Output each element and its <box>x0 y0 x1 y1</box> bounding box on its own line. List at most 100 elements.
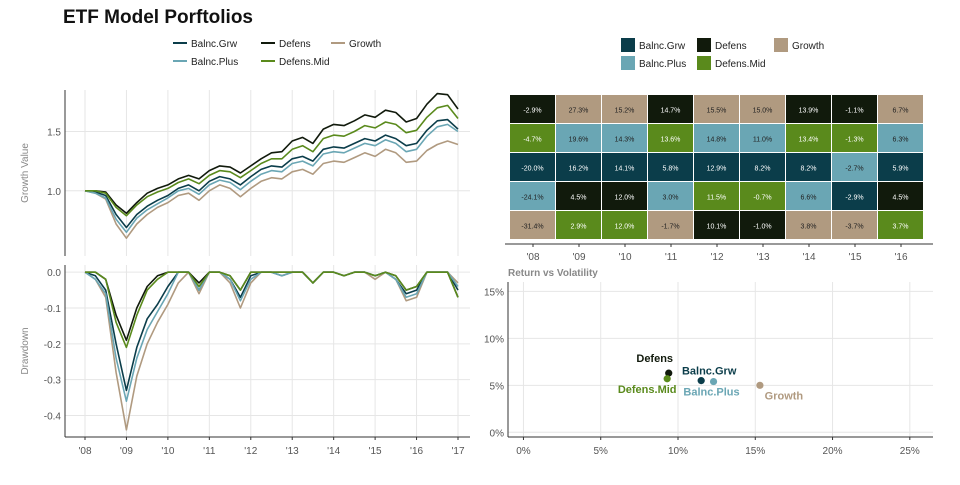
legend-label-growth: Growth <box>349 39 381 50</box>
heatmap-cell-value: 14.8% <box>707 137 727 144</box>
heatmap-cell-balnc-grw <box>648 153 693 181</box>
heatmap-cell-balnc-plus <box>786 182 831 210</box>
series-line-balnc-plus <box>84 123 459 234</box>
heatmap-cell-value: 6.6% <box>801 195 817 202</box>
heatmap-cell-defens-mid <box>648 124 693 152</box>
heatmap-cell-value: 12.0% <box>615 195 635 202</box>
heatmap-cell-balnc-plus <box>832 153 877 181</box>
x-tick-label: 10% <box>668 446 688 457</box>
x-tick-label: '08 <box>78 446 91 457</box>
x-tick-label: 25% <box>900 446 920 457</box>
heatmap-cell-value: -1.0% <box>753 224 771 231</box>
heatmap-cell-defens-mid <box>832 124 877 152</box>
heatmap-cell-defens <box>694 211 739 239</box>
heatmap-cell-value: 27.3% <box>569 108 589 115</box>
heatmap-cell-value: 3.0% <box>663 195 679 202</box>
y-tick-label: 15% <box>484 287 504 298</box>
heatmap-cell-value: 3.7% <box>893 224 909 231</box>
legend-label-defens: Defens <box>715 41 747 52</box>
heatmap-cell-value: 6.3% <box>893 137 909 144</box>
page-title: ETF Model Porftolios <box>63 7 253 28</box>
heatmap-cell-value: -20.0% <box>521 166 543 173</box>
legend-right: Balnc.Grw Defens Growth Balnc.Plus Defens.Mi… <box>621 38 824 70</box>
scatter-label-growth: Growth <box>765 390 804 402</box>
heatmap-cell-value: 15.2% <box>615 108 635 115</box>
heatmap-cell-value: 14.1% <box>615 166 635 173</box>
heatmap-cell-balnc-grw <box>878 153 923 181</box>
heatmap-cell-defens <box>786 95 831 123</box>
heatmap-cell-value: -1.1% <box>845 108 863 115</box>
y-axis-label: Drawdown <box>20 327 31 374</box>
x-tick-label: 15% <box>745 446 765 457</box>
x-tick-label: '12 <box>710 252 723 263</box>
heatmap-cell-value: -31.4% <box>521 224 543 231</box>
heatmap-cell-defens-mid <box>740 182 785 210</box>
legend-label-growth: Growth <box>792 41 824 52</box>
heatmap-cell-defens <box>510 95 555 123</box>
heatmap-cell-balnc-grw <box>832 182 877 210</box>
scatter-label-balnc-grw: Balnc.Grw <box>682 366 737 378</box>
heatmap-cell-defens-mid <box>510 124 555 152</box>
x-tick-label: '15 <box>848 252 861 263</box>
heatmap-cell-defens <box>556 182 601 210</box>
heatmap-cell-defens <box>878 182 923 210</box>
scatter-label-defens-mid: Defens.Mid <box>618 384 677 396</box>
y-tick-label: -0.3 <box>44 376 62 387</box>
legend-label-balnc-plus: Balnc.Plus <box>639 59 686 70</box>
legend-swatch-growth <box>774 38 788 52</box>
y-tick-label: 0% <box>490 428 505 439</box>
x-tick-label: '11 <box>203 446 216 457</box>
legend-label-defens: Defens <box>279 39 311 50</box>
heatmap-cell-value: 8.2% <box>801 166 817 173</box>
heatmap-cell-value: 14.3% <box>615 137 635 144</box>
heatmap-cell-defens <box>602 182 647 210</box>
legend-swatch-defens <box>697 38 711 52</box>
heatmap-cell-defens-mid <box>602 211 647 239</box>
growth-panel: 1.0 1.5 Growth Value <box>20 90 470 256</box>
heatmap-cell-balnc-plus <box>740 124 785 152</box>
scatter-point-balnc-plus <box>709 377 718 386</box>
scatter-label-balnc-plus: Balnc.Plus <box>683 387 739 399</box>
x-tick-label: '15 <box>369 446 382 457</box>
scatter-label-defens: Defens <box>636 353 673 365</box>
heatmap-cell-value: 6.7% <box>893 108 909 115</box>
heatmap-cell-balnc-grw <box>740 153 785 181</box>
x-tick-label: '13 <box>286 446 299 457</box>
heatmap-cell-growth <box>740 95 785 123</box>
x-tick-label: '16 <box>894 252 907 263</box>
y-tick-label: 1.0 <box>47 187 61 198</box>
heatmap-cell-balnc-plus <box>510 182 555 210</box>
heatmap-cell-value: 15.0% <box>753 108 773 115</box>
heatmap-cell-value: 4.5% <box>571 195 587 202</box>
heatmap-cell-value: 3.8% <box>801 224 817 231</box>
heatmap-cell-value: -2.9% <box>845 195 863 202</box>
heatmap-cell-value: 5.9% <box>893 166 909 173</box>
x-tick-label: '12 <box>244 446 257 457</box>
legend-label-balnc-grw: Balnc.Grw <box>639 41 686 52</box>
heatmap-cell-growth <box>832 211 877 239</box>
heatmap-cell-growth <box>694 95 739 123</box>
x-tick-label: 0% <box>516 446 531 457</box>
x-tick-label: '08 <box>526 252 539 263</box>
scatter-title: Return vs Volatility <box>508 268 598 279</box>
heatmap-cell-value: -1.7% <box>661 224 679 231</box>
y-tick-label: 10% <box>484 334 504 345</box>
heatmap-cell-value: 10.1% <box>707 224 727 231</box>
legend-label-balnc-plus: Balnc.Plus <box>191 57 238 68</box>
heatmap-cell-value: 14.7% <box>661 108 681 115</box>
series-line-defens-mid <box>85 271 459 349</box>
y-tick-label: -0.1 <box>44 304 62 315</box>
heatmap-cell-value: 5.8% <box>663 166 679 173</box>
heatmap-cell-balnc-grw <box>556 153 601 181</box>
heatmap-cell-value: 13.9% <box>799 108 819 115</box>
heatmap-cell-balnc-grw <box>786 153 831 181</box>
heatmap-cell-defens <box>832 95 877 123</box>
heatmap-cell-value: 19.6% <box>569 137 589 144</box>
heatmap-cell-value: 12.0% <box>615 224 635 231</box>
legend-label-defens-mid: Defens.Mid <box>715 59 766 70</box>
y-tick-label: 5% <box>490 381 505 392</box>
legend-label-balnc-grw: Balnc.Grw <box>191 39 238 50</box>
y-tick-label: -0.2 <box>44 340 62 351</box>
drawdown-panel: 0.0 -0.1 -0.2 -0.3 -0.4 Drawdown '08 '09 '10 '11 '… <box>20 265 470 457</box>
